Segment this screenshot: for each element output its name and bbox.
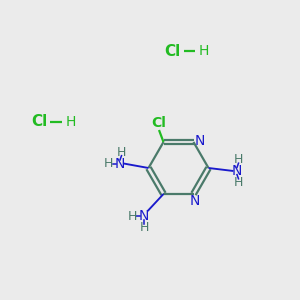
Text: N: N	[115, 157, 125, 170]
Text: Cl: Cl	[31, 114, 47, 129]
Text: H: H	[234, 153, 243, 166]
Text: H: H	[128, 210, 137, 223]
Text: H: H	[117, 146, 126, 159]
Text: Cl: Cl	[152, 116, 166, 130]
Text: H: H	[139, 221, 149, 234]
Text: Cl: Cl	[164, 44, 181, 59]
Text: N: N	[195, 134, 205, 148]
Text: H: H	[65, 115, 76, 128]
Text: N: N	[190, 194, 200, 208]
Text: H: H	[234, 176, 243, 189]
Text: N: N	[139, 209, 149, 224]
Text: H: H	[104, 157, 113, 170]
Text: N: N	[232, 164, 242, 178]
Text: H: H	[199, 44, 209, 58]
